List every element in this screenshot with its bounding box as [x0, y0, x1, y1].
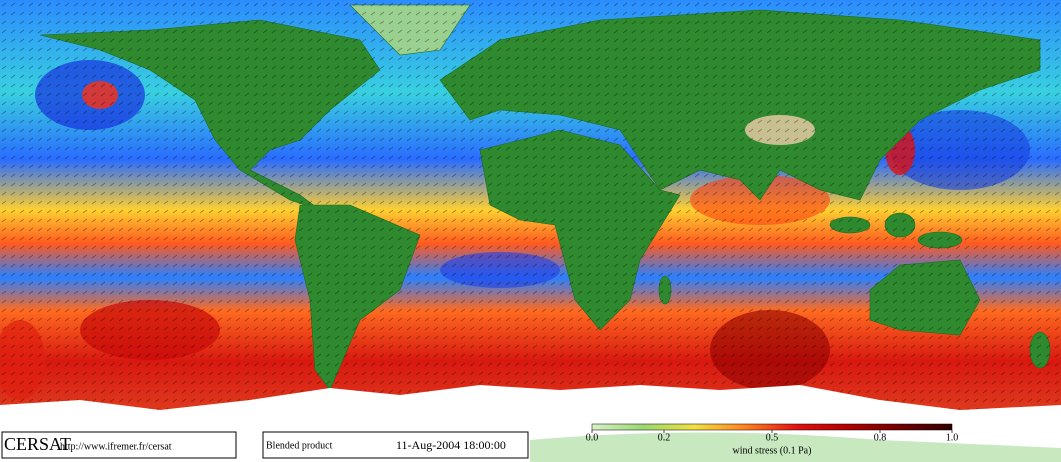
url: http://www.ifremer.fr/cersat	[60, 441, 172, 452]
colorbar-tick-label: 0.0	[586, 432, 599, 443]
colorbar-tick-label: 0.8	[874, 432, 887, 443]
product: Blended product	[266, 440, 333, 451]
ice-shelf	[530, 432, 1061, 462]
antarctica	[0, 385, 1061, 420]
colorbar-scale	[591, 423, 953, 431]
product-box	[262, 431, 529, 459]
logo-box	[1, 431, 237, 459]
colorbar: 0.0 0.2 0.5 0.8 1.0	[586, 423, 959, 443]
colorbar-tick-label: 1.0	[946, 432, 959, 443]
logo: CERSAT	[4, 434, 71, 454]
wind-vectors	[0, 0, 1061, 420]
datetime: 11-Aug-2004 18:00:00	[396, 438, 506, 452]
colorbar-tick-label: 0.2	[658, 432, 671, 443]
colorbar-tick-label: 0.5	[766, 432, 779, 443]
colorbar-label: wind stress (0.1 Pa)	[733, 445, 812, 456]
